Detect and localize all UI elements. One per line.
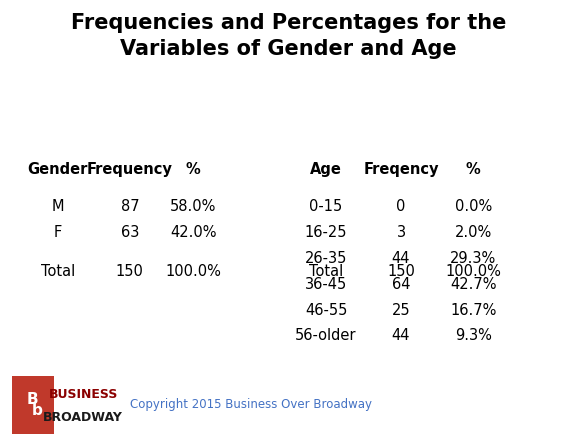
Text: %: % xyxy=(186,162,201,178)
Text: B: B xyxy=(27,392,39,407)
Text: 42.7%: 42.7% xyxy=(450,277,496,292)
Text: 16.7%: 16.7% xyxy=(450,303,496,318)
Text: 100.0%: 100.0% xyxy=(166,264,221,279)
Text: BROADWAY: BROADWAY xyxy=(43,411,123,424)
Text: Copyright 2015 Business Over Broadway: Copyright 2015 Business Over Broadway xyxy=(130,398,372,412)
Text: 0: 0 xyxy=(396,199,406,214)
Text: 26-35: 26-35 xyxy=(305,251,347,266)
Text: 150: 150 xyxy=(387,264,415,279)
Text: 42.0%: 42.0% xyxy=(170,225,216,240)
Text: BUSINESS: BUSINESS xyxy=(48,388,118,401)
Text: 16-25: 16-25 xyxy=(305,225,347,240)
Text: 2.0%: 2.0% xyxy=(455,225,492,240)
Text: 64: 64 xyxy=(392,277,410,292)
Text: Total: Total xyxy=(40,264,75,279)
Text: 0.0%: 0.0% xyxy=(455,199,492,214)
Text: M: M xyxy=(51,199,64,214)
Text: Frequency: Frequency xyxy=(87,162,173,178)
Text: 36-45: 36-45 xyxy=(305,277,347,292)
Text: 25: 25 xyxy=(392,303,410,318)
Text: 58.0%: 58.0% xyxy=(170,199,216,214)
Text: 150: 150 xyxy=(116,264,144,279)
FancyBboxPatch shape xyxy=(54,376,113,434)
FancyBboxPatch shape xyxy=(12,376,113,434)
Text: Frequencies and Percentages for the
Variables of Gender and Age: Frequencies and Percentages for the Vari… xyxy=(71,13,506,59)
Text: 0-15: 0-15 xyxy=(309,199,343,214)
Text: b: b xyxy=(32,403,43,418)
Text: 9.3%: 9.3% xyxy=(455,328,492,344)
Text: 100.0%: 100.0% xyxy=(445,264,501,279)
Text: Gender: Gender xyxy=(28,162,88,178)
Text: 87: 87 xyxy=(121,199,139,214)
Text: 46-55: 46-55 xyxy=(305,303,347,318)
Text: F: F xyxy=(54,225,62,240)
Text: 56-older: 56-older xyxy=(295,328,357,344)
Text: 63: 63 xyxy=(121,225,139,240)
Text: %: % xyxy=(466,162,481,178)
Text: Total: Total xyxy=(309,264,343,279)
Text: Age: Age xyxy=(310,162,342,178)
Text: 29.3%: 29.3% xyxy=(450,251,496,266)
Text: 3: 3 xyxy=(396,225,406,240)
Text: Freqency: Freqency xyxy=(364,162,439,178)
FancyBboxPatch shape xyxy=(12,376,54,434)
Text: 44: 44 xyxy=(392,251,410,266)
Text: 44: 44 xyxy=(392,328,410,344)
